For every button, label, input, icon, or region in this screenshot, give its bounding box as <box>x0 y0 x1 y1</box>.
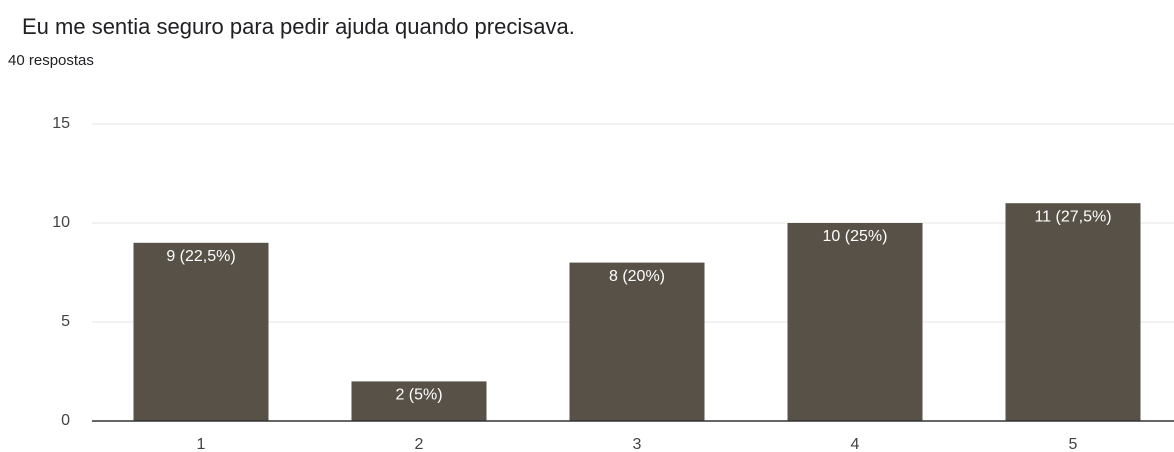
chart-subtitle: 40 respostas <box>8 52 94 69</box>
y-tick-label: 5 <box>61 313 70 330</box>
data-label: 9 (22,5%) <box>166 248 235 265</box>
bar <box>351 381 487 421</box>
y-tick-label: 10 <box>52 214 70 231</box>
y-tick-label: 0 <box>61 412 70 429</box>
x-tick-label: 3 <box>633 436 642 452</box>
x-tick-label: 5 <box>1069 436 1078 452</box>
bar <box>569 262 705 421</box>
x-tick-label: 1 <box>197 436 206 452</box>
x-tick-label: 2 <box>415 436 424 452</box>
x-tick-label: 4 <box>851 436 860 452</box>
chart-title: Eu me sentia seguro para pedir ajuda qua… <box>22 14 575 39</box>
data-label: 10 (25%) <box>823 228 888 245</box>
bar <box>787 223 923 421</box>
bar <box>133 242 269 421</box>
data-label: 11 (27,5%) <box>1034 208 1111 225</box>
data-label: 2 (5%) <box>395 387 442 404</box>
data-label: 8 (20%) <box>609 268 665 285</box>
y-tick-label: 15 <box>52 115 70 132</box>
bar <box>1005 203 1141 421</box>
